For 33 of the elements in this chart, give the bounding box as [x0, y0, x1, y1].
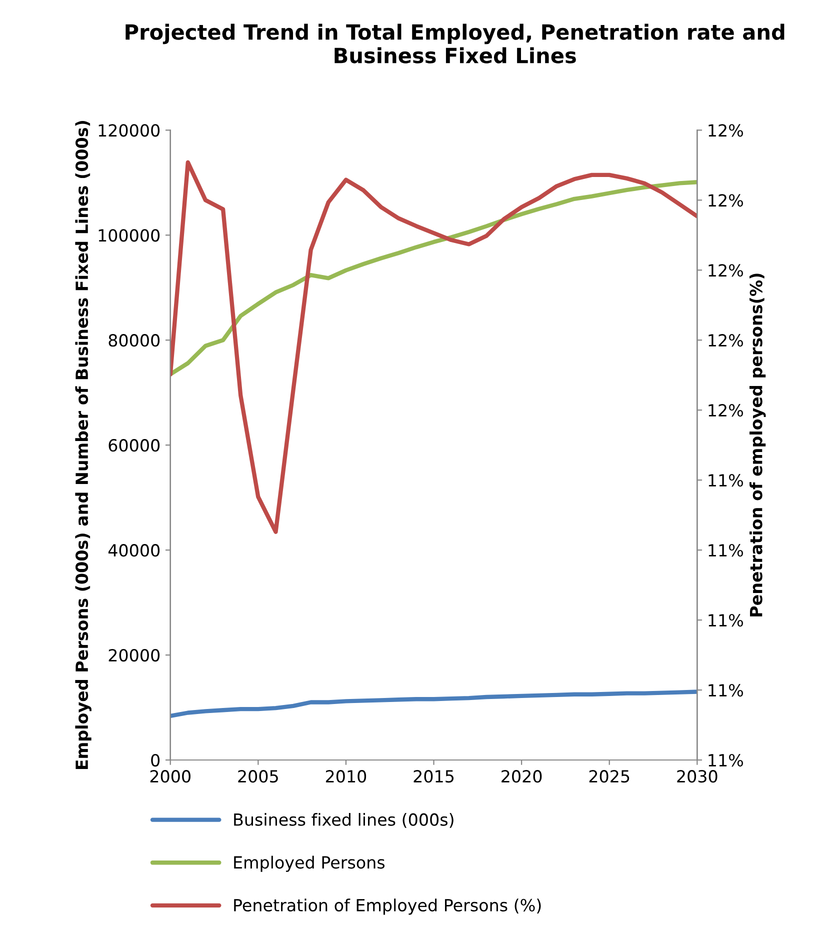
y2-tick-label: 12% — [708, 264, 744, 277]
y-tick-label: 60000 — [108, 439, 160, 452]
y2-tick-label: 11% — [708, 754, 744, 767]
y2-tick-label: 12% — [708, 404, 744, 417]
y2-tick-label: 11% — [708, 474, 744, 487]
y-tick-label: 20000 — [108, 648, 160, 662]
x-tick-label: 2010 — [326, 770, 366, 783]
line-series — [170, 160, 698, 534]
chart-title: Projected Trend in Total Employed, Penetration rate and Business Fixed Lines — [126, 24, 784, 64]
y-tick-label: 120000 — [98, 124, 160, 137]
y-axis-title: Employed Persons (000s) and Number of Business Fixed Lines (000s) — [75, 120, 92, 770]
x-tick-label: 2005 — [238, 770, 278, 783]
x-tick-label: 2030 — [677, 770, 718, 783]
y2-tick-label: 11% — [708, 544, 744, 557]
x-tick-label: 2025 — [589, 770, 630, 783]
y2-tick-label: 12% — [708, 334, 744, 347]
y2-tick-label: 11% — [708, 684, 744, 697]
y2-axis-title: Penetration of employed persons(%) — [749, 274, 766, 616]
y2-tick-label: 11% — [708, 614, 744, 627]
y-tick-label: 40000 — [108, 544, 160, 557]
x-tick-label: 2020 — [502, 770, 542, 783]
line-series — [170, 690, 698, 718]
y2-tick-label: 12% — [708, 194, 744, 207]
x-tick-label: 2000 — [150, 770, 190, 783]
y-tick-label: 80000 — [108, 334, 160, 347]
y-tick-label: 0 — [151, 754, 160, 767]
y-tick-label: 100000 — [98, 229, 160, 242]
x-tick-label: 2015 — [414, 770, 454, 783]
legend-label: Business fixed lines (000s) — [234, 813, 454, 828]
legend-label: Employed Persons — [234, 856, 385, 872]
y2-tick-label: 12% — [708, 124, 744, 137]
legend-label: Penetration of Employed Persons (%) — [234, 898, 541, 915]
line-series — [170, 180, 698, 376]
